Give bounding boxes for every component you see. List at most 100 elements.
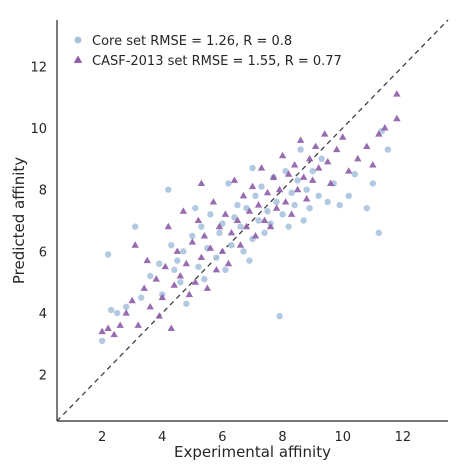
core-set-point [264, 208, 271, 215]
casf-set-point [393, 114, 401, 122]
casf-set-point [197, 253, 206, 261]
casf-set-point [134, 321, 142, 328]
casf-set-point [179, 207, 188, 214]
core-set-point [255, 217, 262, 224]
core-set-point [288, 189, 295, 196]
y-tick-label: 4 [39, 307, 47, 322]
core-set-point [258, 183, 265, 190]
core-set-point [315, 192, 322, 200]
casf-set-point [311, 142, 320, 150]
casf-set-point [200, 232, 209, 239]
casf-set-point [293, 185, 302, 193]
casf-set-point [167, 324, 175, 331]
core-set-point [201, 275, 208, 283]
core-set-point [369, 180, 377, 187]
casf-set-point [339, 133, 347, 140]
casf-set-point [170, 281, 179, 288]
casf-set-point [278, 151, 287, 159]
casf-set-point [152, 275, 160, 282]
casf-set-point [206, 244, 215, 251]
core-set-point [243, 204, 250, 212]
casf-set-point [185, 290, 194, 298]
y-tick-label: 8 [39, 184, 47, 199]
casf-set-point [233, 216, 242, 224]
legend-label-casf-set: CASF-2013 set RMSE = 1.55, R = 0.77 [92, 54, 342, 69]
casf-set-point [323, 157, 332, 165]
casf-set-point [275, 185, 284, 193]
core-set-point [252, 192, 259, 200]
core-set-point [216, 229, 223, 237]
casf-set-point [227, 228, 236, 236]
casf-set-point [345, 167, 353, 174]
casf-set-point [209, 198, 218, 205]
core-set-point [113, 309, 121, 317]
core-set-point [138, 294, 145, 301]
core-set-point [228, 241, 235, 249]
casf-set-point [191, 278, 200, 285]
casf-set-point [320, 130, 329, 137]
core-set-point [231, 214, 238, 221]
x-tick-label: 4 [158, 430, 166, 445]
casf-set-point [164, 222, 172, 230]
identity-line [56, 19, 449, 422]
core-set-point [183, 300, 190, 307]
core-set-point [198, 223, 205, 230]
casf-set-point [254, 201, 263, 208]
casf-set-point [161, 262, 169, 270]
core-set-point [294, 177, 301, 184]
casf-set-point [263, 188, 272, 196]
core-set-point [174, 257, 181, 264]
casf-set-point [281, 198, 290, 205]
casf-set-point [326, 179, 335, 187]
core-set-point [279, 211, 286, 218]
core-set-point [240, 248, 247, 255]
casf-set-point [104, 324, 112, 331]
legend-label-core-set: Core set RMSE = 1.26, R = 0.8 [92, 34, 292, 49]
core-set-point [345, 192, 352, 200]
casf-set-point [155, 312, 163, 319]
casf-set-point [230, 176, 239, 183]
core-set-point [168, 241, 175, 249]
casf-set-point [248, 182, 257, 190]
core-set-point [207, 211, 214, 218]
casf-set-point [203, 284, 212, 291]
legend-marker-casf-set [73, 55, 83, 63]
casf-set-point [381, 124, 389, 131]
y-axis-label: Predicted affinity [10, 157, 28, 284]
casf-set-point [242, 222, 251, 230]
core-set-point [297, 146, 304, 153]
casf-set-point [251, 232, 260, 239]
core-set-point [132, 223, 139, 230]
casf-set-point [176, 272, 185, 279]
core-set-point [273, 198, 280, 206]
core-set-point [282, 167, 289, 175]
casf-set-point [314, 164, 323, 171]
casf-set-point [173, 247, 182, 254]
x-tick-label: 12 [395, 430, 412, 445]
casf-set-point [182, 259, 191, 267]
core-set-point [225, 180, 232, 187]
core-set-point [192, 204, 199, 212]
casf-set-point [260, 216, 269, 224]
core-set-point [234, 201, 241, 209]
casf-set-point [290, 161, 299, 168]
core-set-point [156, 260, 163, 267]
casf-set-point [393, 90, 401, 97]
core-set-point [165, 186, 172, 193]
core-set-point [98, 337, 106, 344]
core-set-point [177, 278, 184, 286]
core-set-point [189, 232, 196, 240]
casf-set-point [375, 130, 383, 137]
core-set-point [318, 155, 325, 163]
core-set-point [249, 164, 256, 172]
casf-set-point [302, 195, 311, 202]
core-set-point [306, 204, 313, 212]
x-tick-label: 2 [98, 430, 106, 445]
casf-set-point [131, 241, 139, 248]
casf-set-point [110, 330, 118, 338]
casf-set-point [98, 327, 106, 335]
core-set-point [309, 167, 316, 175]
y-tick-labels: 2 4 6 8 10 12 [30, 60, 47, 383]
